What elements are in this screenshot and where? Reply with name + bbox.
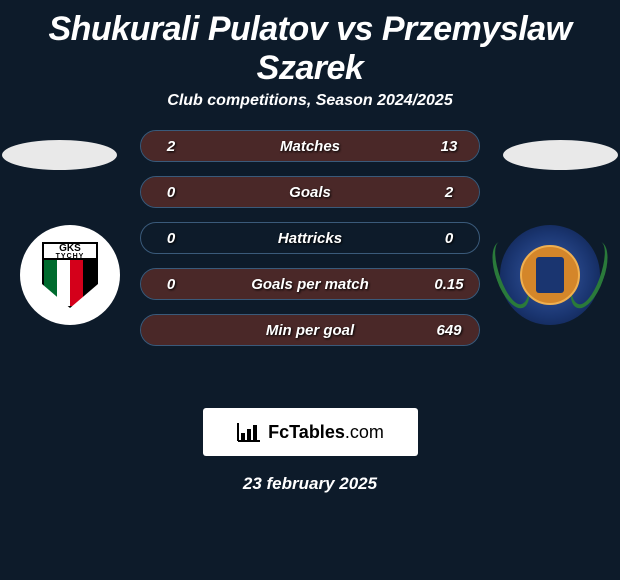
stat-row: 0Goals2 <box>140 176 480 208</box>
site-name-rest: .com <box>345 422 384 443</box>
shield-line2: TYCHY <box>44 253 96 261</box>
stat-label: Hattricks <box>201 230 419 247</box>
stat-row: 0Goals per match0.15 <box>140 268 480 300</box>
team-logo-right <box>500 225 600 325</box>
stat-row: Min per goal649 <box>140 314 480 346</box>
stat-value-right: 13 <box>419 138 479 155</box>
stat-label: Goals <box>201 184 419 201</box>
stat-row: 0Hattricks0 <box>140 222 480 254</box>
stat-value-left: 0 <box>141 184 201 201</box>
shadow-ellipse-right <box>503 140 618 170</box>
stats-list: 2Matches130Goals20Hattricks00Goals per m… <box>140 130 480 360</box>
shield-icon: GKS TYCHY <box>42 242 98 308</box>
stat-value-left: 0 <box>141 276 201 293</box>
page-title: Shukurali Pulatov vs Przemyslaw Szarek <box>0 0 620 92</box>
stat-value-right: 0 <box>419 230 479 247</box>
stat-value-left: 0 <box>141 230 201 247</box>
page-subtitle: Club competitions, Season 2024/2025 <box>0 92 620 110</box>
stat-value-left: 2 <box>141 138 201 155</box>
ring-center-icon <box>536 257 564 293</box>
site-name-bold: FcTables <box>268 422 345 443</box>
comparison-arena: GKS TYCHY 2Matches130Goals20Hattricks00G… <box>0 140 620 400</box>
bar-chart-icon <box>236 421 262 443</box>
stat-value-right: 649 <box>419 322 479 339</box>
site-badge[interactable]: FcTables.com <box>203 408 418 456</box>
shield-line1: GKS <box>44 245 96 253</box>
team-logo-left: GKS TYCHY <box>20 225 120 325</box>
ring-icon <box>520 245 580 305</box>
stat-value-right: 0.15 <box>419 276 479 293</box>
shadow-ellipse-left <box>2 140 117 170</box>
stat-row: 2Matches13 <box>140 130 480 162</box>
date-label: 23 february 2025 <box>0 474 620 494</box>
stat-value-right: 2 <box>419 184 479 201</box>
stat-label: Min per goal <box>201 322 419 339</box>
stat-label: Goals per match <box>201 276 419 293</box>
stat-label: Matches <box>201 138 419 155</box>
